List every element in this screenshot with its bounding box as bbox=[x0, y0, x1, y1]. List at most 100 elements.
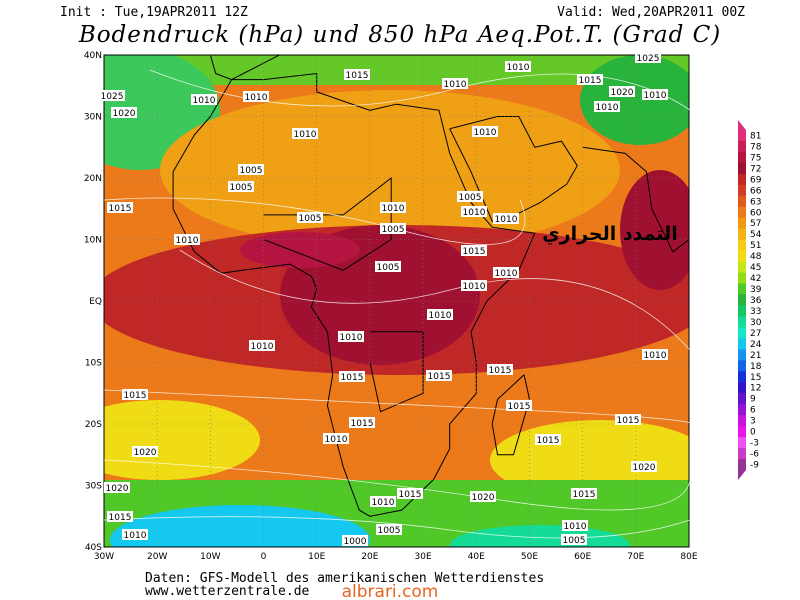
lon-tick-label: 20W bbox=[147, 552, 167, 562]
isobar-label-box bbox=[397, 488, 423, 499]
isobar-label: 1015 bbox=[399, 490, 422, 500]
colorbar-swatch bbox=[738, 162, 746, 175]
map-frame bbox=[103, 54, 690, 548]
isobar-label-box bbox=[375, 261, 401, 272]
isobar-label: 1005 bbox=[240, 166, 263, 176]
isobar-label: 1010 bbox=[176, 236, 199, 246]
colorbar-tick-label: 3 bbox=[750, 417, 756, 427]
isobar-label: 1010 bbox=[444, 80, 467, 90]
isobar-label-box bbox=[111, 107, 137, 118]
colorbar-swatch bbox=[738, 360, 746, 372]
isobar-label-box bbox=[228, 181, 254, 192]
colorbar-swatch bbox=[738, 130, 746, 142]
colorbar-tick-label: 48 bbox=[750, 252, 762, 262]
isobar-label-box bbox=[339, 371, 365, 382]
isobar-label: 1015 bbox=[341, 373, 364, 383]
field bbox=[104, 55, 689, 547]
isobar-label: 1010 bbox=[463, 282, 486, 292]
isobar-label: 1015 bbox=[489, 366, 512, 376]
lon-tick-label: 30W bbox=[94, 552, 114, 562]
isobar bbox=[179, 249, 691, 351]
lon-tick-label: 30E bbox=[415, 552, 432, 562]
colorbar-tick-label: 51 bbox=[750, 241, 761, 251]
coastline bbox=[582, 146, 689, 253]
colorbar-swatch bbox=[738, 327, 746, 339]
isobar-label-box bbox=[380, 223, 406, 234]
lat-tick-label: 40N bbox=[84, 51, 102, 61]
isobar-label-box bbox=[642, 349, 668, 360]
colorbar-tick-label: 69 bbox=[750, 175, 762, 185]
colorbar-tick-label: 36 bbox=[750, 296, 762, 306]
colorbar-swatch bbox=[738, 393, 746, 405]
isobar-label-box bbox=[243, 91, 269, 102]
colorbar-tick-label: 27 bbox=[750, 329, 761, 339]
colorbar-tick-label: 54 bbox=[750, 230, 762, 240]
colorbar-swatch bbox=[738, 140, 746, 153]
map-title: Bodendruck (hPa) und 850 hPa Aeq.Pot.T. … bbox=[78, 22, 721, 48]
isobar-label-box bbox=[380, 202, 406, 213]
isobar-label-box bbox=[191, 94, 217, 105]
isobar-label: 1010 bbox=[564, 522, 587, 532]
isobar-label: 1015 bbox=[351, 419, 374, 429]
colorbar-tick-label: 21 bbox=[750, 351, 761, 361]
isobar-label-box bbox=[461, 206, 487, 217]
isobar-label: 1000 bbox=[344, 537, 367, 547]
colorbar-swatch bbox=[738, 459, 746, 471]
isobar-label-box bbox=[505, 61, 531, 72]
isobar-label: 1020 bbox=[633, 463, 656, 473]
colorbar-tip bbox=[738, 470, 746, 480]
isobar-label-box bbox=[349, 417, 375, 428]
isobar-label: 1010 bbox=[507, 63, 530, 73]
coastline bbox=[369, 331, 424, 413]
isobar-label: 1015 bbox=[463, 247, 486, 257]
isobar bbox=[149, 69, 691, 111]
isobar-label: 1005 bbox=[459, 193, 482, 203]
isobar-label-box bbox=[461, 245, 487, 256]
colorbar-swatch bbox=[738, 184, 746, 197]
isobar-label: 1010 bbox=[495, 215, 518, 225]
isobar-label: 1020 bbox=[472, 493, 495, 503]
lon-tick-label: 20E bbox=[361, 552, 378, 562]
lat-tick-label: 30S bbox=[85, 482, 102, 492]
colorbar-tick-label: 57 bbox=[750, 219, 761, 229]
isobar-label: 1015 bbox=[124, 391, 147, 401]
coastline bbox=[172, 72, 536, 517]
isobar-label: 1010 bbox=[245, 93, 268, 103]
isobar-label: 1005 bbox=[382, 225, 405, 235]
footer-url: www.wetterzentrale.de bbox=[145, 584, 310, 599]
colorbar-swatch bbox=[738, 151, 746, 164]
colorbar-swatch bbox=[738, 173, 746, 186]
colorbar-tick-label: 0 bbox=[750, 428, 756, 438]
isobar-label-box bbox=[238, 164, 264, 175]
field-east-core bbox=[620, 170, 689, 290]
isobar-label-box bbox=[292, 128, 318, 139]
colorbar-swatch bbox=[738, 272, 746, 285]
field-ne-green bbox=[580, 55, 689, 145]
colorbar-tick-label: -9 bbox=[750, 461, 759, 471]
isobar-label-box bbox=[249, 340, 275, 351]
valid-time: Valid: Wed,20APR2011 00Z bbox=[557, 5, 745, 20]
colorbar-tick-label: 45 bbox=[750, 263, 761, 273]
isobar-label-box bbox=[370, 496, 396, 507]
isobar-label-box bbox=[506, 400, 532, 411]
field-south-blue bbox=[110, 505, 370, 547]
lon-tick-label: 10W bbox=[200, 552, 220, 562]
colorbar-tick-label: 39 bbox=[750, 285, 762, 295]
isobar-label-box bbox=[427, 309, 453, 320]
colorbar-swatch bbox=[738, 371, 746, 383]
isobar-label-box bbox=[132, 446, 158, 457]
isobar-label-box bbox=[457, 191, 483, 202]
isobar bbox=[103, 389, 700, 431]
colorbar-tick-label: -3 bbox=[750, 439, 759, 449]
isobar-label-box bbox=[470, 491, 496, 502]
isobar-label-box bbox=[577, 74, 603, 85]
colorbar-tick-label: 66 bbox=[750, 186, 762, 196]
isobar bbox=[103, 516, 691, 539]
isobar-label: 1010 bbox=[124, 531, 147, 541]
colorbar-swatch bbox=[738, 239, 746, 252]
isobar-label: 1010 bbox=[251, 342, 274, 352]
isobar-label: 1010 bbox=[644, 351, 667, 361]
isobar-label: 1015 bbox=[537, 436, 560, 446]
field-sw-yellow bbox=[104, 400, 260, 480]
